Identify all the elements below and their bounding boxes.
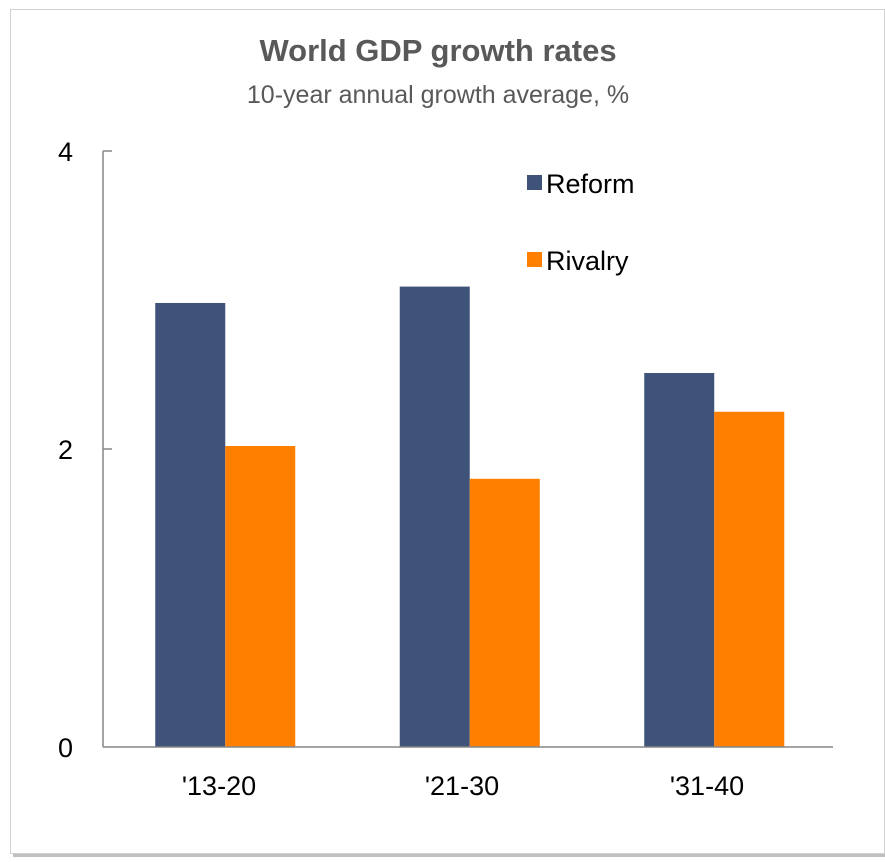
y-tick-label-0: 0 (58, 733, 73, 763)
bar-reform-13-20 (155, 302, 226, 747)
chart-subtitle: 10-year annual growth average, % (247, 81, 629, 109)
bar-reform-31-40 (644, 373, 715, 747)
x-tick-label-21-30: '21-30 (425, 771, 499, 801)
bar-reform-21-30 (399, 286, 470, 747)
legend: Reform Rivalry (527, 169, 635, 276)
legend-label-rivalry: Rivalry (546, 246, 629, 276)
x-tick-label-13-20: '13-20 (182, 771, 256, 801)
chart-title: World GDP growth rates (259, 33, 616, 68)
bar-rivalry-13-20 (225, 446, 296, 747)
bars-group (155, 286, 785, 747)
y-tick-label-2: 2 (58, 435, 73, 465)
legend-label-reform: Reform (546, 169, 635, 199)
legend-swatch-reform (527, 175, 542, 190)
x-tick-label-31-40: '31-40 (670, 771, 744, 801)
y-axis: 0 2 4 (58, 137, 112, 763)
y-tick-label-4: 4 (58, 137, 73, 167)
x-axis-labels: '13-20 '21-30 '31-40 (182, 771, 744, 801)
bar-rivalry-31-40 (714, 411, 785, 747)
legend-swatch-rivalry (527, 252, 542, 267)
bar-rivalry-21-30 (469, 478, 540, 747)
